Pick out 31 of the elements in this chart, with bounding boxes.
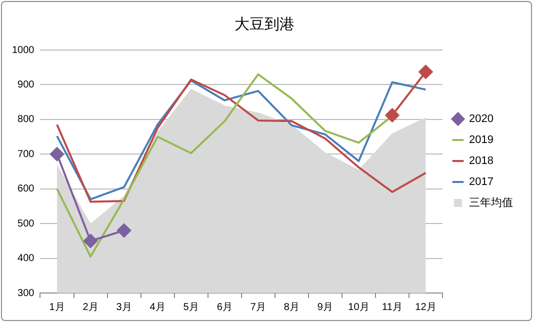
y-tick-label: 600	[18, 184, 35, 195]
point	[50, 147, 64, 162]
x-tick-label: 10月	[348, 302, 370, 313]
x-tick-label: 7月	[250, 302, 266, 313]
y-tick-label: 500	[18, 218, 35, 230]
x-tick-label: 1月	[49, 302, 65, 313]
x-tick-label: 11月	[382, 302, 402, 313]
x-tick-label: 3月	[116, 302, 132, 313]
y-tick-label: 400	[18, 253, 35, 264]
legend-label: 三年均值	[469, 197, 513, 210]
point	[84, 234, 98, 248]
chart-title: 大豆到港	[234, 16, 294, 34]
legend-label: 2018	[469, 155, 494, 168]
x-tick-label: 6月	[216, 302, 232, 313]
x-tick-label: 5月	[183, 302, 199, 313]
x-tick-label: 9月	[317, 302, 333, 313]
y-tick-label: 800	[18, 114, 35, 126]
point	[385, 108, 400, 122]
x-tick-label: 12月	[415, 302, 436, 313]
x-tick-label: 4月	[150, 302, 166, 313]
legend-label: 2019	[469, 134, 494, 146]
y-tick-label: 1000	[12, 44, 35, 56]
x-tick-label: 2月	[82, 302, 98, 313]
point	[418, 64, 433, 79]
legend-label: 2020	[469, 113, 494, 126]
y-tick-label: 300	[18, 288, 35, 299]
point	[117, 224, 132, 238]
legend-label: 2017	[469, 176, 494, 188]
y-tick-label: 900	[18, 79, 35, 90]
y-tick-label: 700	[18, 148, 35, 160]
x-tick-label: 8月	[284, 302, 300, 313]
